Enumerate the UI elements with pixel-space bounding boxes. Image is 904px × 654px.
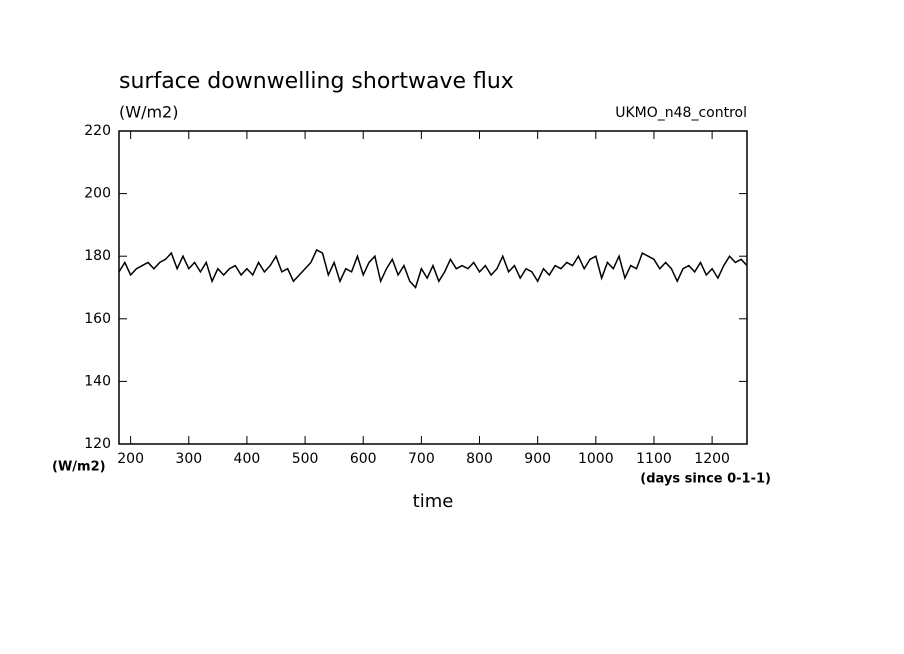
x-tick-label: 1200 bbox=[694, 451, 730, 467]
plot-frame bbox=[118, 130, 748, 445]
y-tick-label: 180 bbox=[84, 248, 111, 264]
x-tick-label: 1000 bbox=[578, 451, 614, 467]
data-line bbox=[118, 248, 748, 289]
annotation: UKMO_n48_control bbox=[615, 105, 747, 121]
y-tick-label: 120 bbox=[84, 436, 111, 452]
chart-title: surface downwelling shortwave flux bbox=[119, 69, 514, 94]
y-tick-label: 220 bbox=[84, 123, 111, 139]
x-tick-label: 500 bbox=[292, 451, 319, 467]
x-tick-label: 300 bbox=[175, 451, 202, 467]
y-tick-label: 140 bbox=[84, 373, 111, 389]
subtitle: (W/m2) bbox=[119, 103, 178, 122]
x-tick-label: 400 bbox=[234, 451, 261, 467]
y-axis-label: (W/m2) bbox=[52, 460, 106, 475]
x-tick-label: 200 bbox=[117, 451, 144, 467]
x-axis-label: time bbox=[413, 491, 454, 512]
x-axis-units: (days since 0-1-1) bbox=[640, 472, 771, 487]
x-tick-label: 900 bbox=[524, 451, 551, 467]
y-tick-label: 200 bbox=[84, 186, 111, 202]
x-tick-label: 600 bbox=[350, 451, 377, 467]
x-tick-label: 700 bbox=[408, 451, 435, 467]
y-tick-label: 160 bbox=[84, 311, 111, 327]
x-tick-label: 1100 bbox=[636, 451, 672, 467]
x-tick-label: 800 bbox=[466, 451, 493, 467]
